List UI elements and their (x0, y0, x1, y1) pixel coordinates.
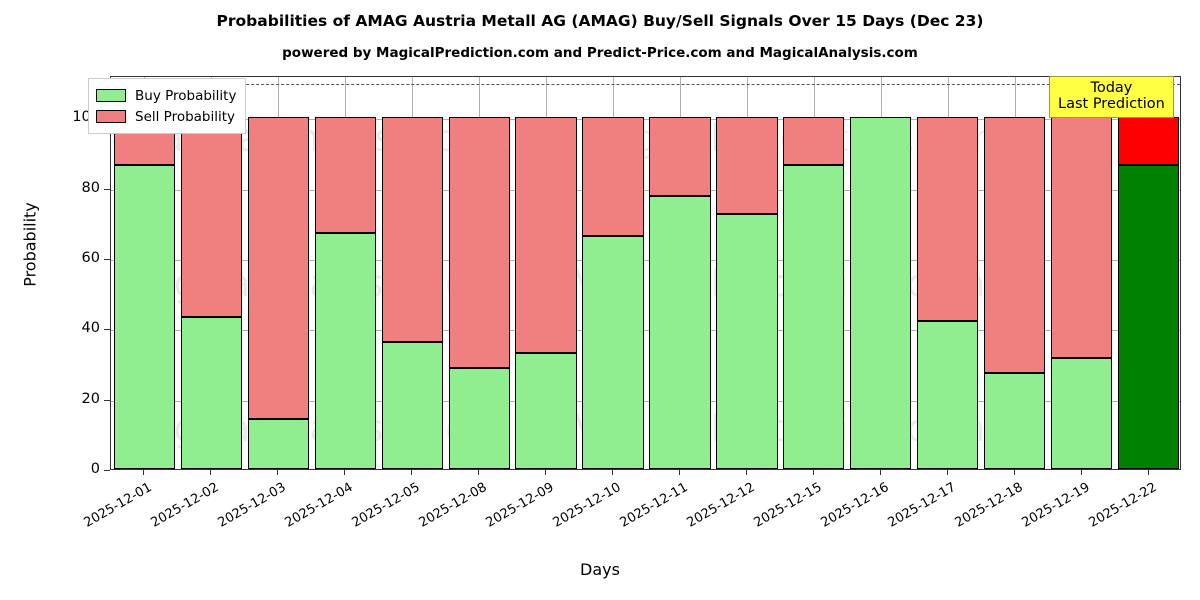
y-axis-tick-label: 80 (81, 179, 100, 196)
legend-swatch-sell-icon (96, 110, 126, 123)
x-axis-tick-mark (612, 470, 614, 475)
bar-segment-buy[interactable] (448, 368, 510, 469)
bar-group[interactable] (1050, 77, 1113, 469)
x-axis-tick-mark (879, 470, 881, 475)
y-axis-tick-label: 60 (81, 249, 100, 266)
bar-segment-buy[interactable] (180, 316, 243, 469)
chart-subtitle: powered by MagicalPrediction.com and Pre… (282, 45, 918, 61)
y-axis-tick-label: 40 (81, 320, 100, 337)
bar-segment-buy[interactable] (917, 320, 979, 469)
bar-group[interactable] (448, 77, 510, 469)
today-annotation-line1: Today (1090, 80, 1133, 96)
bar-group[interactable] (716, 77, 778, 469)
gridline-horizontal (111, 259, 1180, 261)
x-axis-tick-mark (1080, 470, 1082, 475)
bar-segment-buy[interactable] (1117, 165, 1180, 469)
bar-group[interactable] (649, 77, 711, 469)
bar-segment-sell[interactable] (917, 117, 979, 321)
bar-segment-sell[interactable] (649, 117, 711, 196)
bar-segment-buy[interactable] (850, 117, 912, 469)
y-axis-tick-mark (104, 470, 110, 471)
bar-segment-buy[interactable] (515, 352, 577, 469)
bar-segment-sell[interactable] (984, 117, 1046, 373)
bar-segment-sell[interactable] (582, 117, 644, 237)
gridline-horizontal (111, 330, 1180, 332)
bar-group[interactable] (850, 77, 912, 469)
x-axis-tick-mark (478, 470, 480, 475)
bar-segment-buy[interactable] (783, 165, 845, 469)
bar-group[interactable] (515, 77, 577, 469)
bar-segment-sell[interactable] (381, 117, 443, 342)
bar-group[interactable] (314, 77, 376, 469)
y-axis-tick-mark (104, 329, 110, 331)
bar-group[interactable] (247, 77, 309, 469)
bar-segment-buy[interactable] (984, 372, 1046, 469)
legend-swatch-buy-icon (96, 89, 126, 102)
x-axis-label: Days (580, 560, 620, 579)
plot-area: MagicalAnalysis.comMagicalPrediction.com… (110, 76, 1181, 470)
x-axis-tick-mark (946, 470, 948, 475)
x-axis-tick-mark (344, 470, 346, 475)
bar-segment-buy[interactable] (649, 195, 711, 469)
bar-group[interactable] (381, 77, 443, 469)
bar-segment-sell[interactable] (247, 117, 309, 420)
bar-segment-sell[interactable] (515, 117, 577, 353)
bar-segment-buy[interactable] (113, 165, 176, 469)
gridline-horizontal (111, 119, 1180, 121)
threshold-dashed-line (111, 84, 1180, 86)
y-axis-tick-mark (104, 188, 110, 190)
bar-segment-buy[interactable] (716, 214, 778, 469)
bar-segment-buy[interactable] (381, 341, 443, 469)
x-axis-tick-mark (545, 470, 547, 475)
bar-segment-buy[interactable] (247, 419, 309, 469)
x-axis-tick-mark (277, 470, 279, 475)
bar-group[interactable] (1117, 77, 1180, 469)
today-annotation-line2: Last Prediction (1058, 96, 1165, 113)
x-axis-tick-mark (143, 470, 145, 475)
bar-segment-sell[interactable] (716, 117, 778, 215)
legend-item-sell[interactable]: Sell Probability (96, 106, 236, 127)
x-axis-tick-mark (812, 470, 814, 475)
y-axis-tick-label: 20 (81, 390, 100, 407)
legend-label-buy: Buy Probability (135, 87, 237, 104)
y-axis-tick-mark (104, 399, 110, 401)
x-axis-tick-mark (210, 470, 212, 475)
bar-segment-sell[interactable] (1050, 117, 1113, 358)
bar-group[interactable] (582, 77, 644, 469)
legend-label-sell: Sell Probability (135, 108, 236, 125)
x-axis-tick-mark (678, 470, 680, 475)
x-axis-tick-mark (1013, 470, 1015, 475)
bar-segment-buy[interactable] (314, 233, 376, 469)
today-annotation: Today Last Prediction (1049, 76, 1174, 119)
bar-group[interactable] (917, 77, 979, 469)
bar-segment-sell[interactable] (783, 117, 845, 166)
x-axis-tick-mark (411, 470, 413, 475)
bar-segment-buy[interactable] (582, 236, 644, 469)
bars-layer (111, 77, 1180, 469)
y-axis-tick-mark (104, 258, 110, 260)
chart-legend: Buy Probability Sell Probability (88, 78, 247, 134)
y-axis-label: Probability (20, 202, 40, 287)
bar-group[interactable] (180, 77, 243, 469)
x-axis-tick-mark (1147, 470, 1149, 475)
gridline-horizontal (111, 189, 1180, 191)
bar-group[interactable] (984, 77, 1046, 469)
bar-group[interactable] (783, 77, 845, 469)
bar-segment-sell[interactable] (180, 117, 243, 317)
gridline-horizontal (111, 400, 1180, 402)
bar-segment-sell[interactable] (1117, 117, 1180, 166)
y-axis-tick-label: 0 (90, 461, 100, 477)
x-axis-tick-mark (745, 470, 747, 475)
chart-title: Probabilities of AMAG Austria Metall AG … (216, 12, 984, 30)
bar-segment-buy[interactable] (1050, 357, 1113, 469)
bar-segment-sell[interactable] (448, 117, 510, 369)
bar-group[interactable] (113, 77, 176, 469)
bar-segment-sell[interactable] (314, 117, 376, 234)
legend-item-buy[interactable]: Buy Probability (96, 85, 236, 106)
